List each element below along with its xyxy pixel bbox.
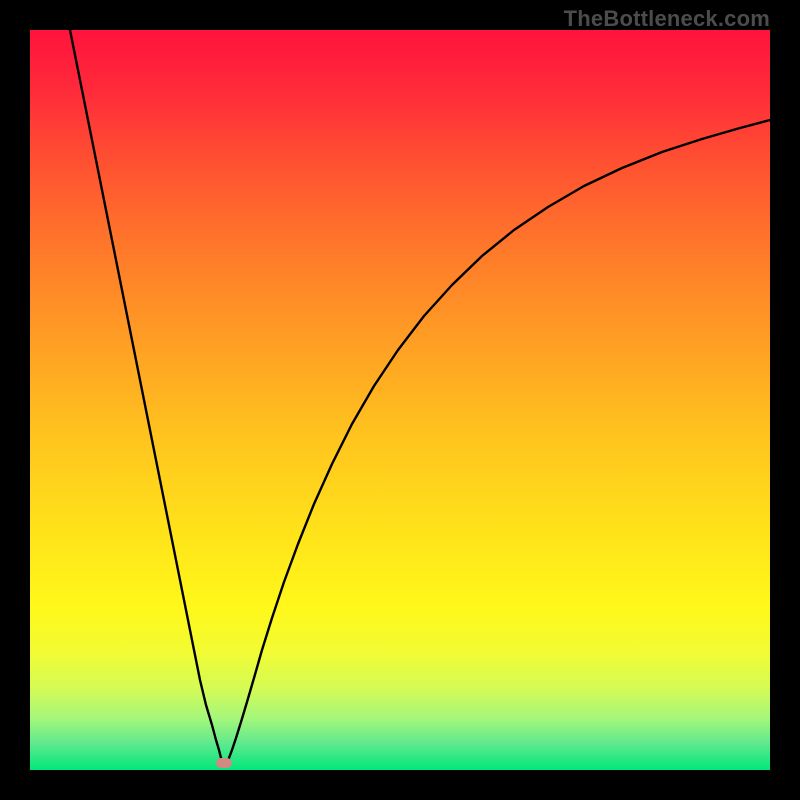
watermark-text: TheBottleneck.com [564,6,770,32]
chart-container: TheBottleneck.com [0,0,800,800]
plot-background [30,30,770,770]
minimum-marker [216,758,232,768]
outer-frame [0,0,800,800]
chart-svg [0,0,800,800]
